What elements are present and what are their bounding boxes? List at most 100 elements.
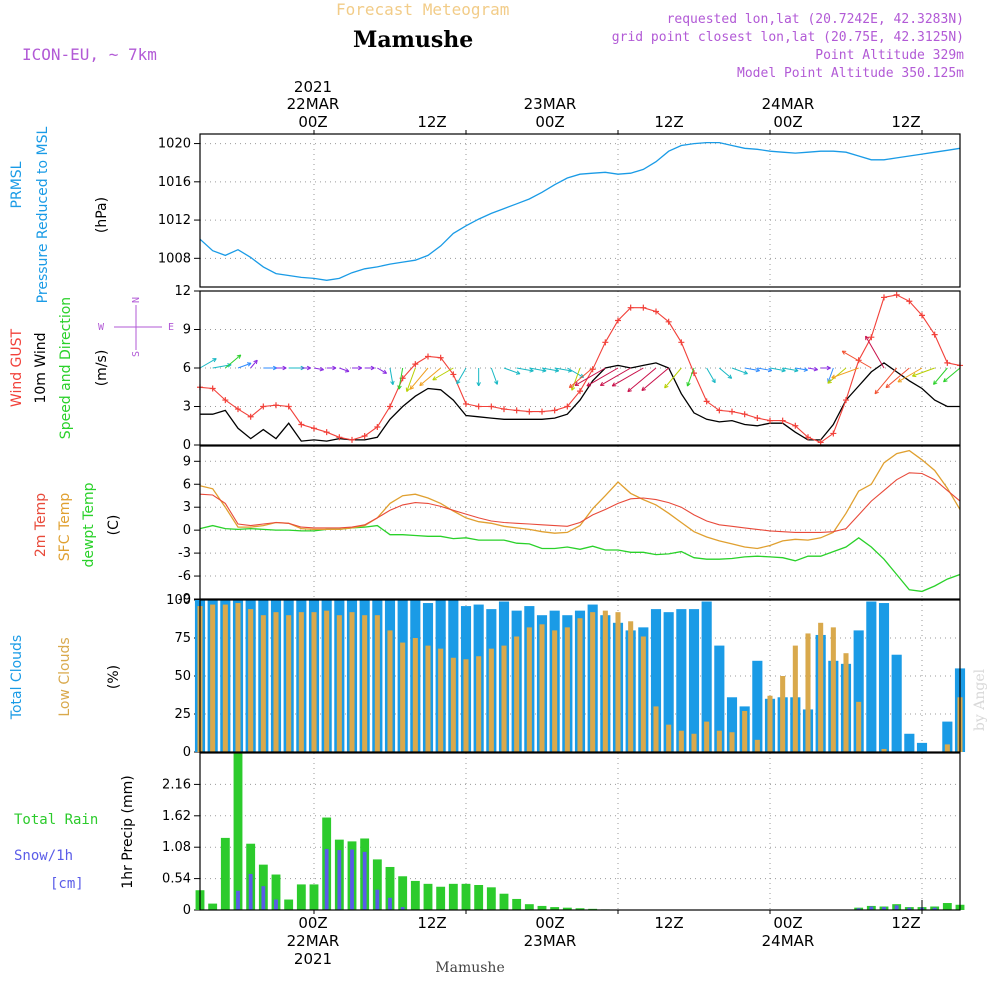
wind-arrow-head bbox=[943, 377, 948, 383]
wind-direction-arrow bbox=[541, 367, 560, 373]
temp-unit: (C) bbox=[106, 515, 122, 536]
wind-direction-arrow bbox=[409, 367, 429, 390]
snow-bar bbox=[350, 849, 354, 910]
wind-arrow-head bbox=[641, 386, 646, 391]
snow-bar bbox=[856, 908, 861, 910]
low-cloud-bar bbox=[666, 724, 672, 752]
bottom-tick-2: 00Z bbox=[535, 914, 564, 932]
low-cloud-bar bbox=[324, 610, 330, 752]
wind-arrow-head bbox=[933, 380, 938, 385]
low-cloud-bar bbox=[349, 612, 355, 752]
wind-gust-point bbox=[615, 317, 621, 324]
top-tick-3: 12Z bbox=[654, 113, 683, 131]
wind-arrow-head bbox=[358, 365, 363, 371]
low-cloud-bar bbox=[488, 648, 494, 752]
wind-direction-arrow bbox=[476, 368, 481, 387]
wind-arrow-shaft bbox=[586, 367, 619, 387]
low-cloud-bar bbox=[780, 676, 786, 752]
bottom-year-label: 2021 bbox=[294, 950, 332, 968]
pressure-ytick-label-3: 1020 bbox=[158, 137, 191, 152]
wind-gust-point bbox=[501, 406, 507, 413]
rain-bar bbox=[537, 905, 547, 910]
low-cloud-bar bbox=[818, 622, 824, 752]
wind-gust-point bbox=[412, 361, 419, 368]
wind-arrow-shaft bbox=[406, 367, 416, 392]
wind-arrow-head bbox=[686, 382, 691, 387]
rain-bar bbox=[398, 876, 408, 910]
wind-gust-point bbox=[931, 331, 938, 338]
wind-arrow-shaft bbox=[600, 367, 631, 386]
wind-arrow-head bbox=[885, 383, 890, 389]
snow-bar bbox=[869, 906, 874, 910]
sfc-temp-line bbox=[199, 449, 961, 550]
wind-arrow-head bbox=[515, 370, 521, 375]
wind-gust-point bbox=[716, 407, 723, 414]
wind-arrow-head bbox=[390, 380, 395, 386]
wind-direction-arrow bbox=[516, 367, 534, 373]
wind-arrow-head bbox=[306, 365, 311, 371]
wind-arrow-shaft bbox=[769, 367, 786, 372]
temp-ytick-label-2: -3 bbox=[178, 546, 191, 561]
wind-arrow-head bbox=[611, 382, 617, 387]
compass-e: E bbox=[168, 322, 174, 333]
wind-ytick-label-0: 0 bbox=[183, 438, 191, 453]
wind-arrow-shaft bbox=[611, 367, 644, 387]
wind-direction-arrow bbox=[599, 367, 631, 386]
wind-direction-arrow bbox=[405, 367, 416, 392]
bottom-tick-4: 00Z bbox=[773, 914, 802, 932]
temp-ytick-label-3: 0 bbox=[183, 523, 191, 538]
wind-ytick-label-1: 3 bbox=[183, 400, 191, 415]
wind-gust-point bbox=[944, 359, 951, 366]
rain-bar bbox=[385, 866, 395, 910]
top-tick-2: 00Z bbox=[535, 113, 564, 131]
wind-arrow-shaft bbox=[250, 359, 258, 369]
wind-direction-arrow bbox=[237, 362, 252, 369]
pressure-ytick-label-1: 1012 bbox=[158, 213, 191, 228]
low-cloud-bar bbox=[678, 730, 684, 752]
rain-bar bbox=[575, 908, 585, 910]
wind-ytick-label-3: 9 bbox=[183, 323, 191, 338]
bottom-tick-0: 00Z bbox=[298, 914, 327, 932]
low-cloud-bar bbox=[767, 695, 773, 752]
wind-unit: (m/s) bbox=[94, 350, 110, 387]
wind-arrow-head bbox=[664, 383, 669, 389]
wind-direction-arrow bbox=[782, 367, 799, 373]
grid-point-lonlat: grid point closest lon,lat (20.75E, 42.3… bbox=[612, 30, 964, 45]
wind-arrow-shaft bbox=[398, 367, 404, 390]
wind-direction-arrow bbox=[757, 367, 773, 373]
total-cloud-bar bbox=[663, 612, 674, 752]
clouds-ytick-label-0: 0 bbox=[183, 745, 191, 760]
wind-gust-point bbox=[729, 408, 735, 415]
low-cloud-bar bbox=[438, 648, 444, 752]
wind-gust-point bbox=[463, 400, 469, 407]
rain-bar bbox=[942, 903, 952, 910]
wind-arrow-shaft bbox=[568, 367, 593, 388]
wind-direction-arrow bbox=[719, 367, 733, 379]
wind-direction-arrow bbox=[389, 367, 395, 386]
top-date-23mar: 23MAR bbox=[524, 95, 577, 113]
wind-arrow-head bbox=[419, 381, 424, 387]
top-tick-0: 00Z bbox=[298, 113, 327, 131]
wind-gust-point bbox=[640, 304, 647, 311]
bottom-tick-1: 12Z bbox=[417, 914, 446, 932]
wind-arrow-head bbox=[212, 358, 217, 363]
wind-gust-point bbox=[273, 402, 279, 409]
wind-arrow-head bbox=[529, 368, 534, 373]
rain-bar bbox=[423, 883, 433, 910]
wind-gust-point bbox=[349, 436, 355, 443]
rain-bar bbox=[372, 859, 382, 910]
rain-bar bbox=[271, 874, 281, 910]
forecast-meteogram-title: Forecast Meteogram bbox=[336, 0, 509, 19]
wind-gust-point bbox=[577, 388, 583, 395]
low-cloud-bar bbox=[944, 744, 950, 752]
wind-frame bbox=[199, 290, 961, 446]
low-cloud-bar bbox=[716, 730, 722, 752]
wind-arrow-shaft bbox=[339, 367, 350, 372]
wind-gust-point bbox=[906, 298, 913, 305]
wind-arrow-shaft bbox=[943, 367, 961, 383]
wind-gust-point bbox=[881, 294, 887, 301]
total-cloud-bar bbox=[853, 630, 864, 752]
precip-label-cm: [cm] bbox=[50, 876, 84, 892]
low-cloud-bar bbox=[602, 610, 608, 752]
bottom-tick-5: 12Z bbox=[891, 914, 920, 932]
